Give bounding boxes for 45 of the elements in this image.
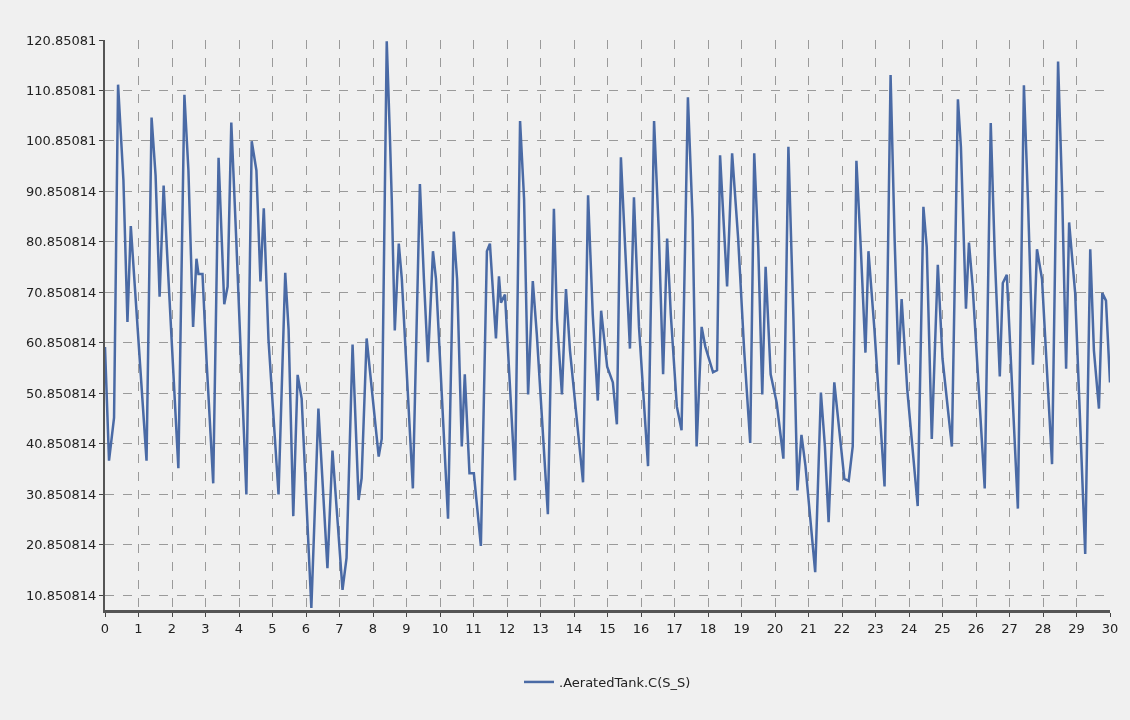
x-tick-label: 27	[1001, 620, 1018, 636]
y-tick-label: 110.85081	[26, 83, 97, 99]
legend-label: .AeratedTank.C(S_S)	[559, 675, 691, 691]
x-tick-label: 12	[498, 620, 516, 636]
x-tick-label: 21	[800, 620, 817, 636]
y-tick-label: 10.850814	[26, 587, 97, 603]
x-tick-label: 29	[1068, 620, 1085, 636]
y-tick-label: 30.850814	[26, 486, 97, 502]
x-tick-label: 15	[599, 620, 616, 636]
x-tick-label: 20	[766, 620, 784, 636]
x-tick-label: 6	[301, 620, 311, 636]
x-tick-label: 4	[234, 620, 244, 636]
x-tick-label: 13	[532, 620, 549, 636]
y-tick-label: 90.850814	[26, 183, 97, 199]
y-tick-label: 70.850814	[26, 284, 97, 300]
line-series	[105, 40, 1110, 610]
x-tick-label: 11	[465, 620, 482, 636]
x-tick-label: 0	[100, 620, 110, 636]
x-tick-label: 10	[431, 620, 449, 636]
x-tick-label: 23	[867, 620, 884, 636]
x-tick-label: 25	[934, 620, 951, 636]
y-tick-label: 100.85081	[26, 133, 97, 149]
x-tick-label: 28	[1034, 620, 1052, 636]
x-tick-label: 22	[833, 620, 851, 636]
y-tick-label: 40.850814	[26, 436, 97, 452]
x-tick-label: 24	[900, 620, 918, 636]
x-tick-label: 3	[201, 620, 210, 636]
x-tick-label: 16	[632, 620, 650, 636]
x-tick-label: 9	[402, 620, 411, 636]
x-tick-label: 26	[967, 620, 985, 636]
y-tick-label: 50.850814	[26, 385, 97, 401]
x-tick-label: 1	[134, 620, 143, 636]
x-tick-label: 30	[1101, 620, 1119, 636]
x-tick-label: 17	[666, 620, 683, 636]
y-tick-label: 60.850814	[26, 335, 97, 351]
x-tick-label: 5	[268, 620, 277, 636]
x-tick-label: 2	[167, 620, 177, 636]
x-tick-label: 7	[335, 620, 344, 636]
y-tick-label: 80.850814	[26, 234, 97, 250]
x-tick-label: 8	[368, 620, 378, 636]
y-tick-label: 20.850814	[26, 537, 97, 553]
x-tick-label: 18	[699, 620, 717, 636]
x-tick-label: 14	[565, 620, 583, 636]
y-tick-label: 120.85081	[26, 32, 97, 48]
x-tick-label: 19	[733, 620, 750, 636]
